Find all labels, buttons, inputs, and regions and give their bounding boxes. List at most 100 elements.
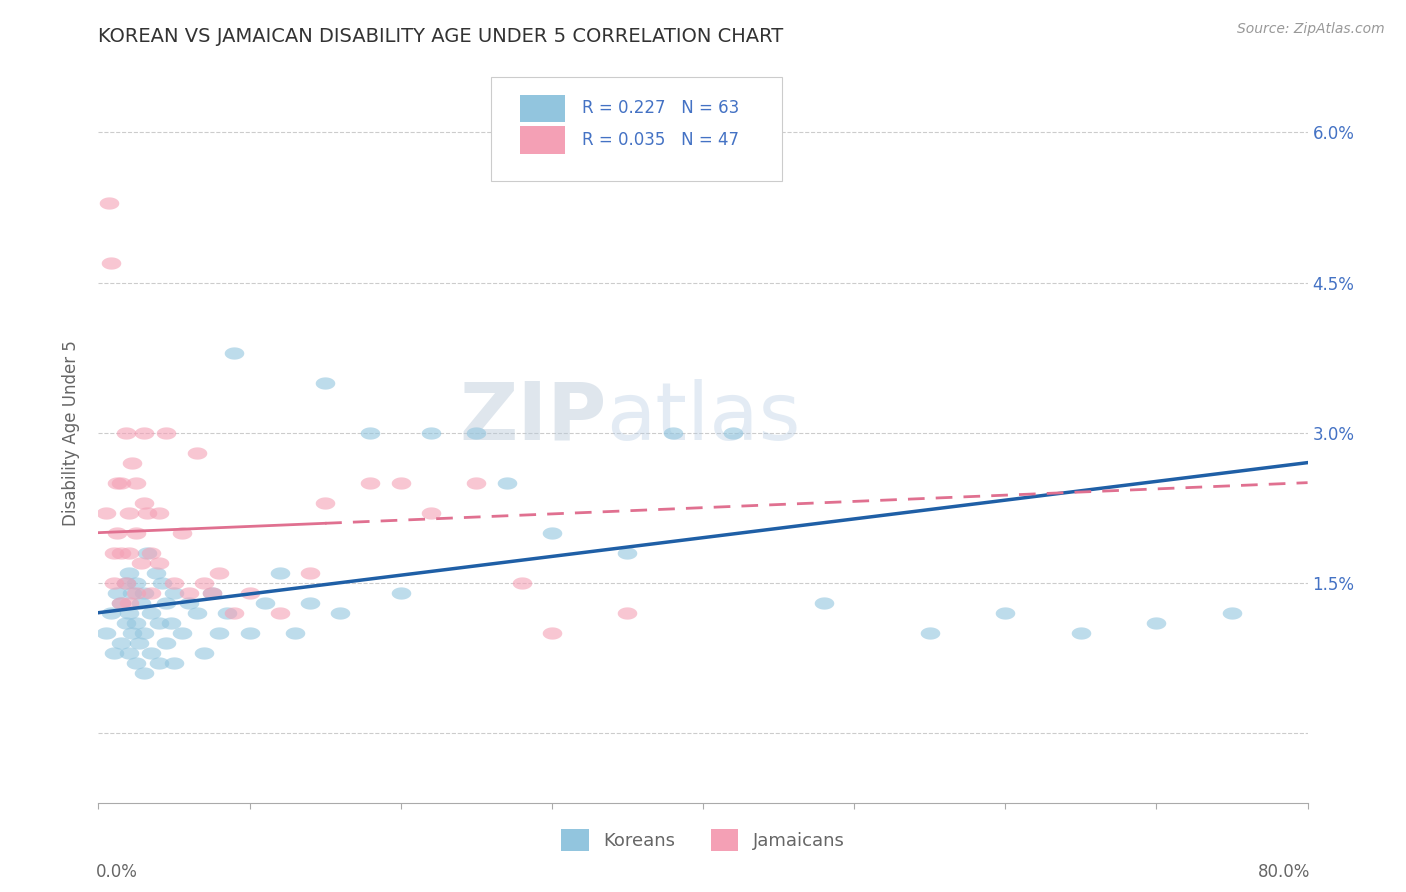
Point [148, 506, 170, 520]
Point [170, 625, 193, 640]
Point [125, 475, 148, 490]
Point [495, 475, 517, 490]
Point [465, 425, 488, 440]
Point [110, 636, 132, 650]
Point [148, 656, 170, 670]
Point [155, 636, 177, 650]
Point [132, 665, 155, 680]
Point [125, 656, 148, 670]
Point [314, 496, 336, 510]
Point [141, 546, 163, 560]
Point [994, 606, 1017, 620]
Point [114, 615, 136, 630]
Point [389, 475, 412, 490]
Point [141, 646, 163, 660]
Point [110, 546, 132, 560]
Point [114, 575, 136, 590]
Point [179, 596, 201, 610]
Point [314, 376, 336, 390]
Point [125, 585, 148, 599]
Point [420, 425, 443, 440]
Point [118, 566, 141, 580]
Point [299, 566, 322, 580]
Point [121, 625, 143, 640]
Point [110, 596, 132, 610]
Point [239, 585, 262, 599]
Point [128, 636, 150, 650]
Point [121, 456, 143, 470]
Point [201, 585, 224, 599]
Point [141, 585, 163, 599]
Point [103, 575, 125, 590]
Point [510, 575, 533, 590]
Point [135, 506, 157, 520]
Point [170, 525, 193, 540]
Point [1070, 625, 1092, 640]
Point [155, 425, 177, 440]
Point [813, 596, 835, 610]
Point [132, 585, 155, 599]
Point [186, 445, 208, 459]
FancyBboxPatch shape [520, 127, 565, 154]
Point [132, 625, 155, 640]
Point [148, 556, 170, 570]
Point [1144, 615, 1167, 630]
Point [105, 475, 128, 490]
Point [114, 425, 136, 440]
Point [100, 606, 122, 620]
Point [125, 575, 148, 590]
Text: ZIP: ZIP [458, 379, 606, 457]
Point [103, 546, 125, 560]
Point [114, 575, 136, 590]
Text: KOREAN VS JAMAICAN DISABILITY AGE UNDER 5 CORRELATION CHART: KOREAN VS JAMAICAN DISABILITY AGE UNDER … [98, 27, 783, 45]
FancyBboxPatch shape [492, 78, 782, 181]
Point [269, 566, 291, 580]
Text: Source: ZipAtlas.com: Source: ZipAtlas.com [1237, 22, 1385, 37]
Point [1220, 606, 1243, 620]
Point [208, 625, 231, 640]
Point [299, 596, 322, 610]
Point [160, 615, 183, 630]
Point [723, 425, 745, 440]
Point [179, 585, 201, 599]
Point [118, 506, 141, 520]
Point [329, 606, 352, 620]
Point [208, 566, 231, 580]
Point [110, 596, 132, 610]
Point [186, 606, 208, 620]
Point [616, 606, 638, 620]
Point [125, 525, 148, 540]
Point [465, 475, 488, 490]
Point [163, 656, 186, 670]
Point [100, 255, 122, 269]
Point [163, 575, 186, 590]
Point [129, 596, 152, 610]
Point [118, 606, 141, 620]
Point [118, 646, 141, 660]
Text: 0.0%: 0.0% [96, 863, 138, 880]
Point [253, 596, 276, 610]
Point [918, 625, 941, 640]
Point [150, 575, 173, 590]
Point [239, 625, 262, 640]
Point [145, 566, 167, 580]
Text: 80.0%: 80.0% [1258, 863, 1310, 880]
Point [420, 506, 443, 520]
Point [284, 625, 307, 640]
Point [94, 506, 117, 520]
Point [201, 585, 224, 599]
Point [94, 625, 117, 640]
Point [135, 546, 157, 560]
Point [148, 615, 170, 630]
Point [616, 546, 638, 560]
Point [224, 606, 246, 620]
Point [269, 606, 291, 620]
Point [118, 546, 141, 560]
Point [661, 425, 683, 440]
Point [105, 525, 128, 540]
Point [132, 425, 155, 440]
Point [163, 585, 186, 599]
Point [132, 496, 155, 510]
Text: R = 0.227   N = 63: R = 0.227 N = 63 [582, 99, 740, 118]
Point [389, 585, 412, 599]
